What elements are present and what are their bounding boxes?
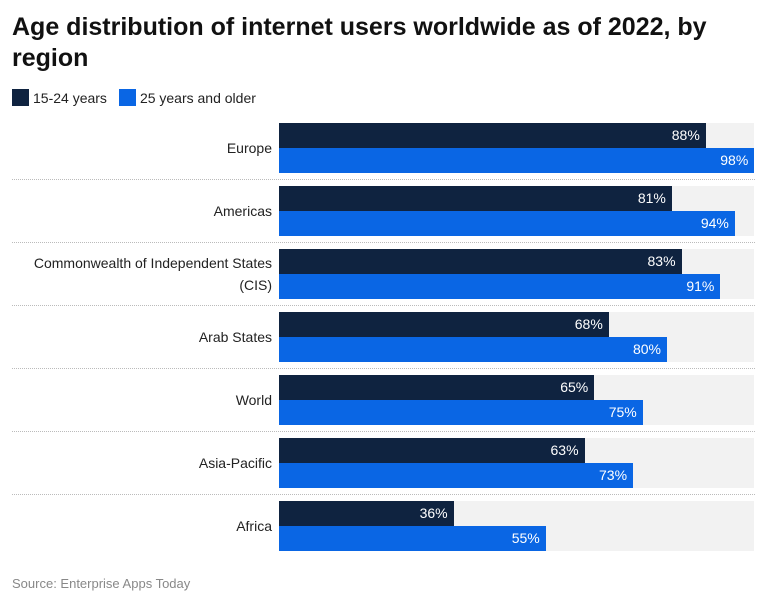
bar-25-older <box>279 148 755 173</box>
legend-item-15-24: 15-24 years <box>12 89 107 106</box>
bar-15-24 <box>279 186 672 211</box>
bar-15-24 <box>279 501 454 526</box>
bar-25-older <box>279 274 721 299</box>
legend-swatch <box>118 89 136 106</box>
row-separator <box>12 179 755 180</box>
row-separator <box>12 368 755 369</box>
bar-25-older <box>279 337 667 362</box>
chart-title: Age distribution of internet users world… <box>12 13 707 72</box>
source-note: Source: Enterprise Apps Today <box>12 576 191 591</box>
data-label: 65% <box>560 379 589 395</box>
category-label: Europe <box>226 140 272 156</box>
legend-item-25-older: 25 years and older <box>118 89 256 106</box>
row-separator <box>12 242 755 243</box>
data-label: 55% <box>511 530 540 546</box>
legend-swatch <box>12 89 29 106</box>
category-label: Commonwealth of Independent States (CIS) <box>33 255 272 293</box>
data-label: 94% <box>700 215 729 231</box>
bar-25-older <box>279 463 634 488</box>
bar-15-24 <box>279 123 706 148</box>
bar-25-older <box>279 526 546 551</box>
data-label: 63% <box>550 442 579 458</box>
bar-15-24 <box>279 249 682 274</box>
bar-15-24 <box>279 438 585 463</box>
category-label: Africa <box>236 518 272 534</box>
bar-15-24 <box>279 312 609 337</box>
bar-25-older <box>279 400 643 425</box>
data-label: 75% <box>608 404 637 420</box>
legend-label: 15-24 years <box>33 89 107 106</box>
bar-15-24 <box>279 375 595 400</box>
row-separator <box>12 305 755 306</box>
data-label: 91% <box>686 278 715 294</box>
legend: 15-24 years 25 years and older <box>12 89 256 106</box>
category-label: Asia-Pacific <box>198 455 272 471</box>
legend-label: 25 years and older <box>139 89 256 106</box>
data-label: 88% <box>671 127 700 143</box>
category-label: World <box>235 392 272 408</box>
data-label: 73% <box>599 467 628 483</box>
category-label: Americas <box>213 203 272 219</box>
bar-25-older <box>279 211 735 236</box>
data-label: 98% <box>720 152 749 168</box>
category-label: Arab States <box>198 329 272 345</box>
data-label: 36% <box>419 505 448 521</box>
data-label: 80% <box>632 341 661 357</box>
data-label: 68% <box>574 316 603 332</box>
data-label: 83% <box>647 253 676 269</box>
data-label: 81% <box>637 190 666 206</box>
row-separator <box>12 494 755 495</box>
row-separator <box>12 431 755 432</box>
